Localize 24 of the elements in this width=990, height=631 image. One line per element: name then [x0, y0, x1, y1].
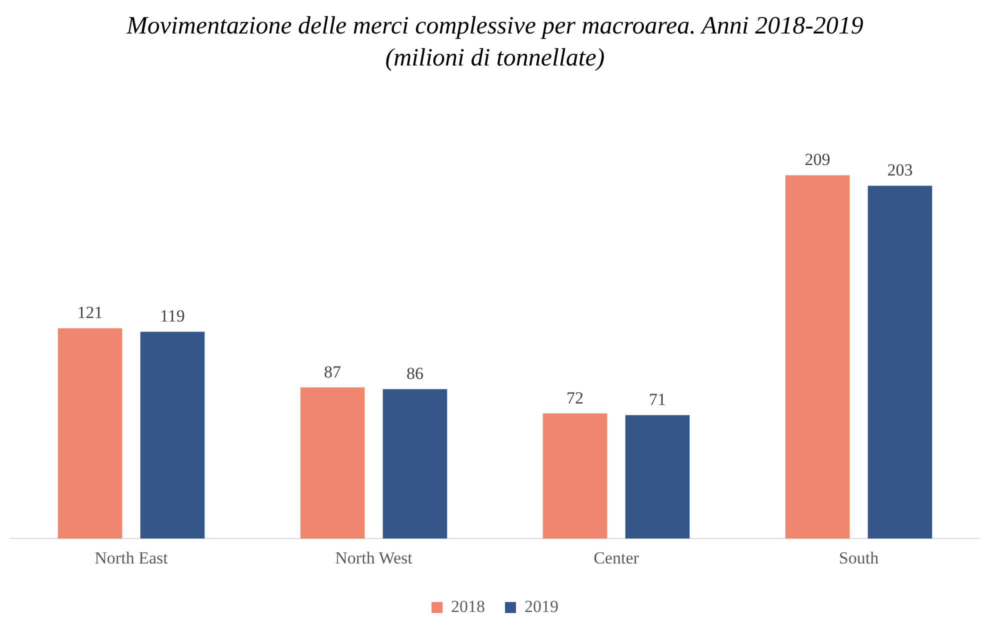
data-label: 119 [160, 306, 185, 326]
chart-subtitle: (milioni di tonnellate) [385, 44, 605, 72]
x-tick-label: Center [594, 548, 640, 568]
bar [382, 389, 448, 539]
data-label: 209 [804, 150, 830, 170]
legend-label: 2018 [451, 596, 485, 616]
data-label: 71 [648, 390, 666, 410]
bar [625, 415, 690, 539]
data-label: 72 [566, 388, 584, 408]
data-label: 203 [887, 160, 913, 180]
bar [868, 186, 932, 539]
data-label: 86 [406, 364, 424, 384]
bar [785, 175, 850, 539]
x-tick-label: North East [94, 548, 168, 568]
data-label: 87 [324, 362, 342, 382]
chart-title: Movimentazione delle merci complessive per macroarea. Anni 2018-2019 [126, 12, 864, 40]
bar [140, 332, 205, 539]
x-tick-label: South [838, 548, 880, 568]
legend-label: 2019 [524, 596, 558, 616]
data-label: 121 [77, 303, 103, 322]
bar [542, 413, 608, 539]
x-tick-label: North West [335, 548, 413, 568]
bar [300, 387, 365, 539]
bar [58, 328, 122, 539]
